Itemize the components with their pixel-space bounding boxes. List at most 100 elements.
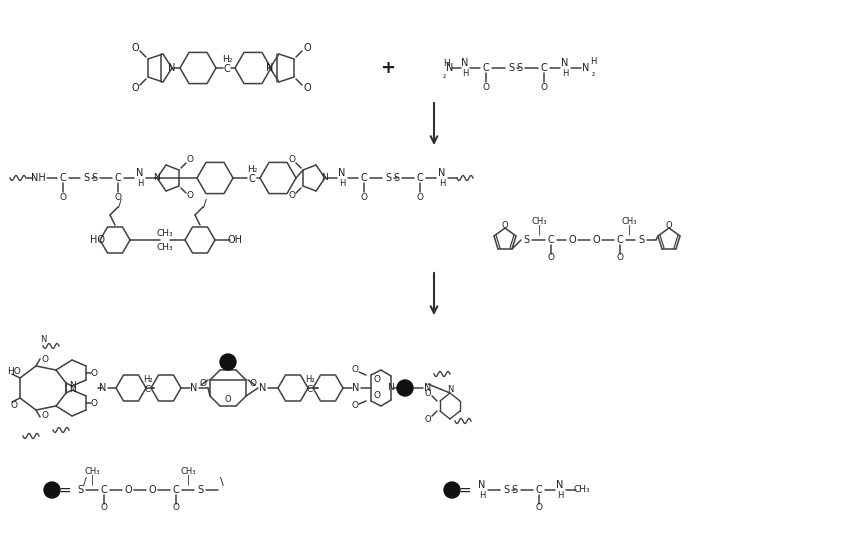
Text: O: O bbox=[101, 503, 108, 513]
Text: N: N bbox=[424, 383, 431, 393]
Text: CH₃: CH₃ bbox=[574, 485, 590, 495]
Text: N: N bbox=[69, 382, 76, 390]
Text: CH₃: CH₃ bbox=[157, 228, 174, 238]
Text: O: O bbox=[173, 503, 180, 513]
Text: O: O bbox=[592, 235, 600, 245]
Text: N: N bbox=[154, 174, 161, 182]
Text: C: C bbox=[224, 64, 230, 74]
Text: N: N bbox=[582, 63, 589, 73]
Text: HO: HO bbox=[90, 235, 105, 245]
Text: N: N bbox=[447, 385, 453, 395]
Text: O: O bbox=[187, 192, 194, 200]
Text: C: C bbox=[548, 235, 555, 245]
Text: N: N bbox=[461, 58, 469, 68]
Text: N: N bbox=[40, 335, 46, 345]
Text: O: O bbox=[131, 83, 139, 93]
Text: O: O bbox=[200, 378, 207, 388]
Text: H₂: H₂ bbox=[247, 164, 257, 174]
Text: O: O bbox=[616, 253, 623, 263]
Text: S: S bbox=[393, 173, 399, 183]
Text: O: O bbox=[131, 43, 139, 53]
Circle shape bbox=[220, 354, 236, 370]
Text: C: C bbox=[248, 174, 255, 184]
Text: S: S bbox=[516, 63, 522, 73]
Text: ₂: ₂ bbox=[591, 68, 595, 78]
Text: N: N bbox=[322, 174, 328, 182]
Text: S: S bbox=[503, 485, 509, 495]
Text: C: C bbox=[417, 173, 424, 183]
Text: C: C bbox=[541, 63, 548, 73]
Text: S: S bbox=[91, 173, 97, 183]
Text: /: / bbox=[83, 477, 87, 487]
Text: H: H bbox=[479, 490, 485, 500]
Text: N: N bbox=[339, 168, 345, 178]
Text: CH₃: CH₃ bbox=[531, 217, 547, 227]
Text: CH₃: CH₃ bbox=[157, 242, 174, 252]
Text: O: O bbox=[483, 82, 490, 92]
Text: O: O bbox=[417, 193, 424, 201]
Text: S: S bbox=[523, 235, 529, 245]
Text: S: S bbox=[77, 485, 83, 495]
Text: H: H bbox=[556, 490, 563, 500]
Text: N: N bbox=[562, 58, 569, 68]
Text: O: O bbox=[115, 193, 122, 201]
Text: /: / bbox=[203, 199, 207, 209]
Text: H₂: H₂ bbox=[143, 376, 153, 384]
Text: C: C bbox=[173, 485, 180, 495]
Text: OH: OH bbox=[227, 235, 242, 245]
Text: |: | bbox=[90, 475, 94, 485]
Text: O: O bbox=[288, 156, 295, 164]
Text: /: / bbox=[118, 199, 122, 209]
Text: O: O bbox=[541, 82, 548, 92]
Text: O: O bbox=[90, 399, 97, 407]
Text: O: O bbox=[352, 401, 358, 411]
Text: N: N bbox=[260, 383, 266, 393]
Text: H₂: H₂ bbox=[222, 55, 232, 63]
Text: +: + bbox=[380, 59, 396, 77]
Text: O: O bbox=[569, 235, 575, 245]
Text: N: N bbox=[69, 385, 76, 395]
Text: O: O bbox=[536, 503, 542, 513]
Text: O: O bbox=[288, 192, 295, 200]
Text: S: S bbox=[83, 173, 89, 183]
Text: N: N bbox=[266, 63, 273, 73]
Text: =: = bbox=[59, 483, 71, 497]
Text: N: N bbox=[190, 383, 198, 393]
Text: \: \ bbox=[220, 477, 224, 487]
Text: N: N bbox=[388, 383, 394, 393]
Text: O: O bbox=[424, 414, 431, 424]
Text: C: C bbox=[145, 385, 151, 395]
Text: N: N bbox=[438, 168, 445, 178]
Text: S: S bbox=[508, 63, 514, 73]
Text: |: | bbox=[187, 475, 189, 485]
Text: ₂: ₂ bbox=[443, 70, 446, 80]
Text: O: O bbox=[42, 355, 49, 365]
Text: O: O bbox=[225, 395, 231, 405]
Text: C: C bbox=[101, 485, 108, 495]
Text: O: O bbox=[249, 378, 257, 388]
Text: H: H bbox=[590, 56, 596, 66]
Text: C: C bbox=[307, 385, 313, 395]
Text: O: O bbox=[303, 83, 311, 93]
Text: O: O bbox=[502, 222, 509, 230]
Text: O: O bbox=[666, 222, 673, 230]
Text: O: O bbox=[10, 401, 17, 410]
Text: N: N bbox=[478, 480, 486, 490]
Text: O: O bbox=[360, 193, 367, 201]
Text: O: O bbox=[373, 376, 380, 384]
Text: |: | bbox=[628, 225, 631, 235]
Text: N: N bbox=[446, 63, 453, 73]
Text: C: C bbox=[60, 173, 66, 183]
Circle shape bbox=[397, 380, 413, 396]
Text: N: N bbox=[556, 480, 563, 490]
Text: O: O bbox=[124, 485, 132, 495]
Text: HO: HO bbox=[7, 366, 21, 376]
Text: C: C bbox=[115, 173, 122, 183]
Text: H: H bbox=[439, 179, 445, 187]
Text: N: N bbox=[99, 383, 107, 393]
Text: S: S bbox=[638, 235, 644, 245]
Text: N: N bbox=[136, 168, 144, 178]
Text: S: S bbox=[385, 173, 391, 183]
Text: O: O bbox=[187, 156, 194, 164]
Circle shape bbox=[444, 482, 460, 498]
